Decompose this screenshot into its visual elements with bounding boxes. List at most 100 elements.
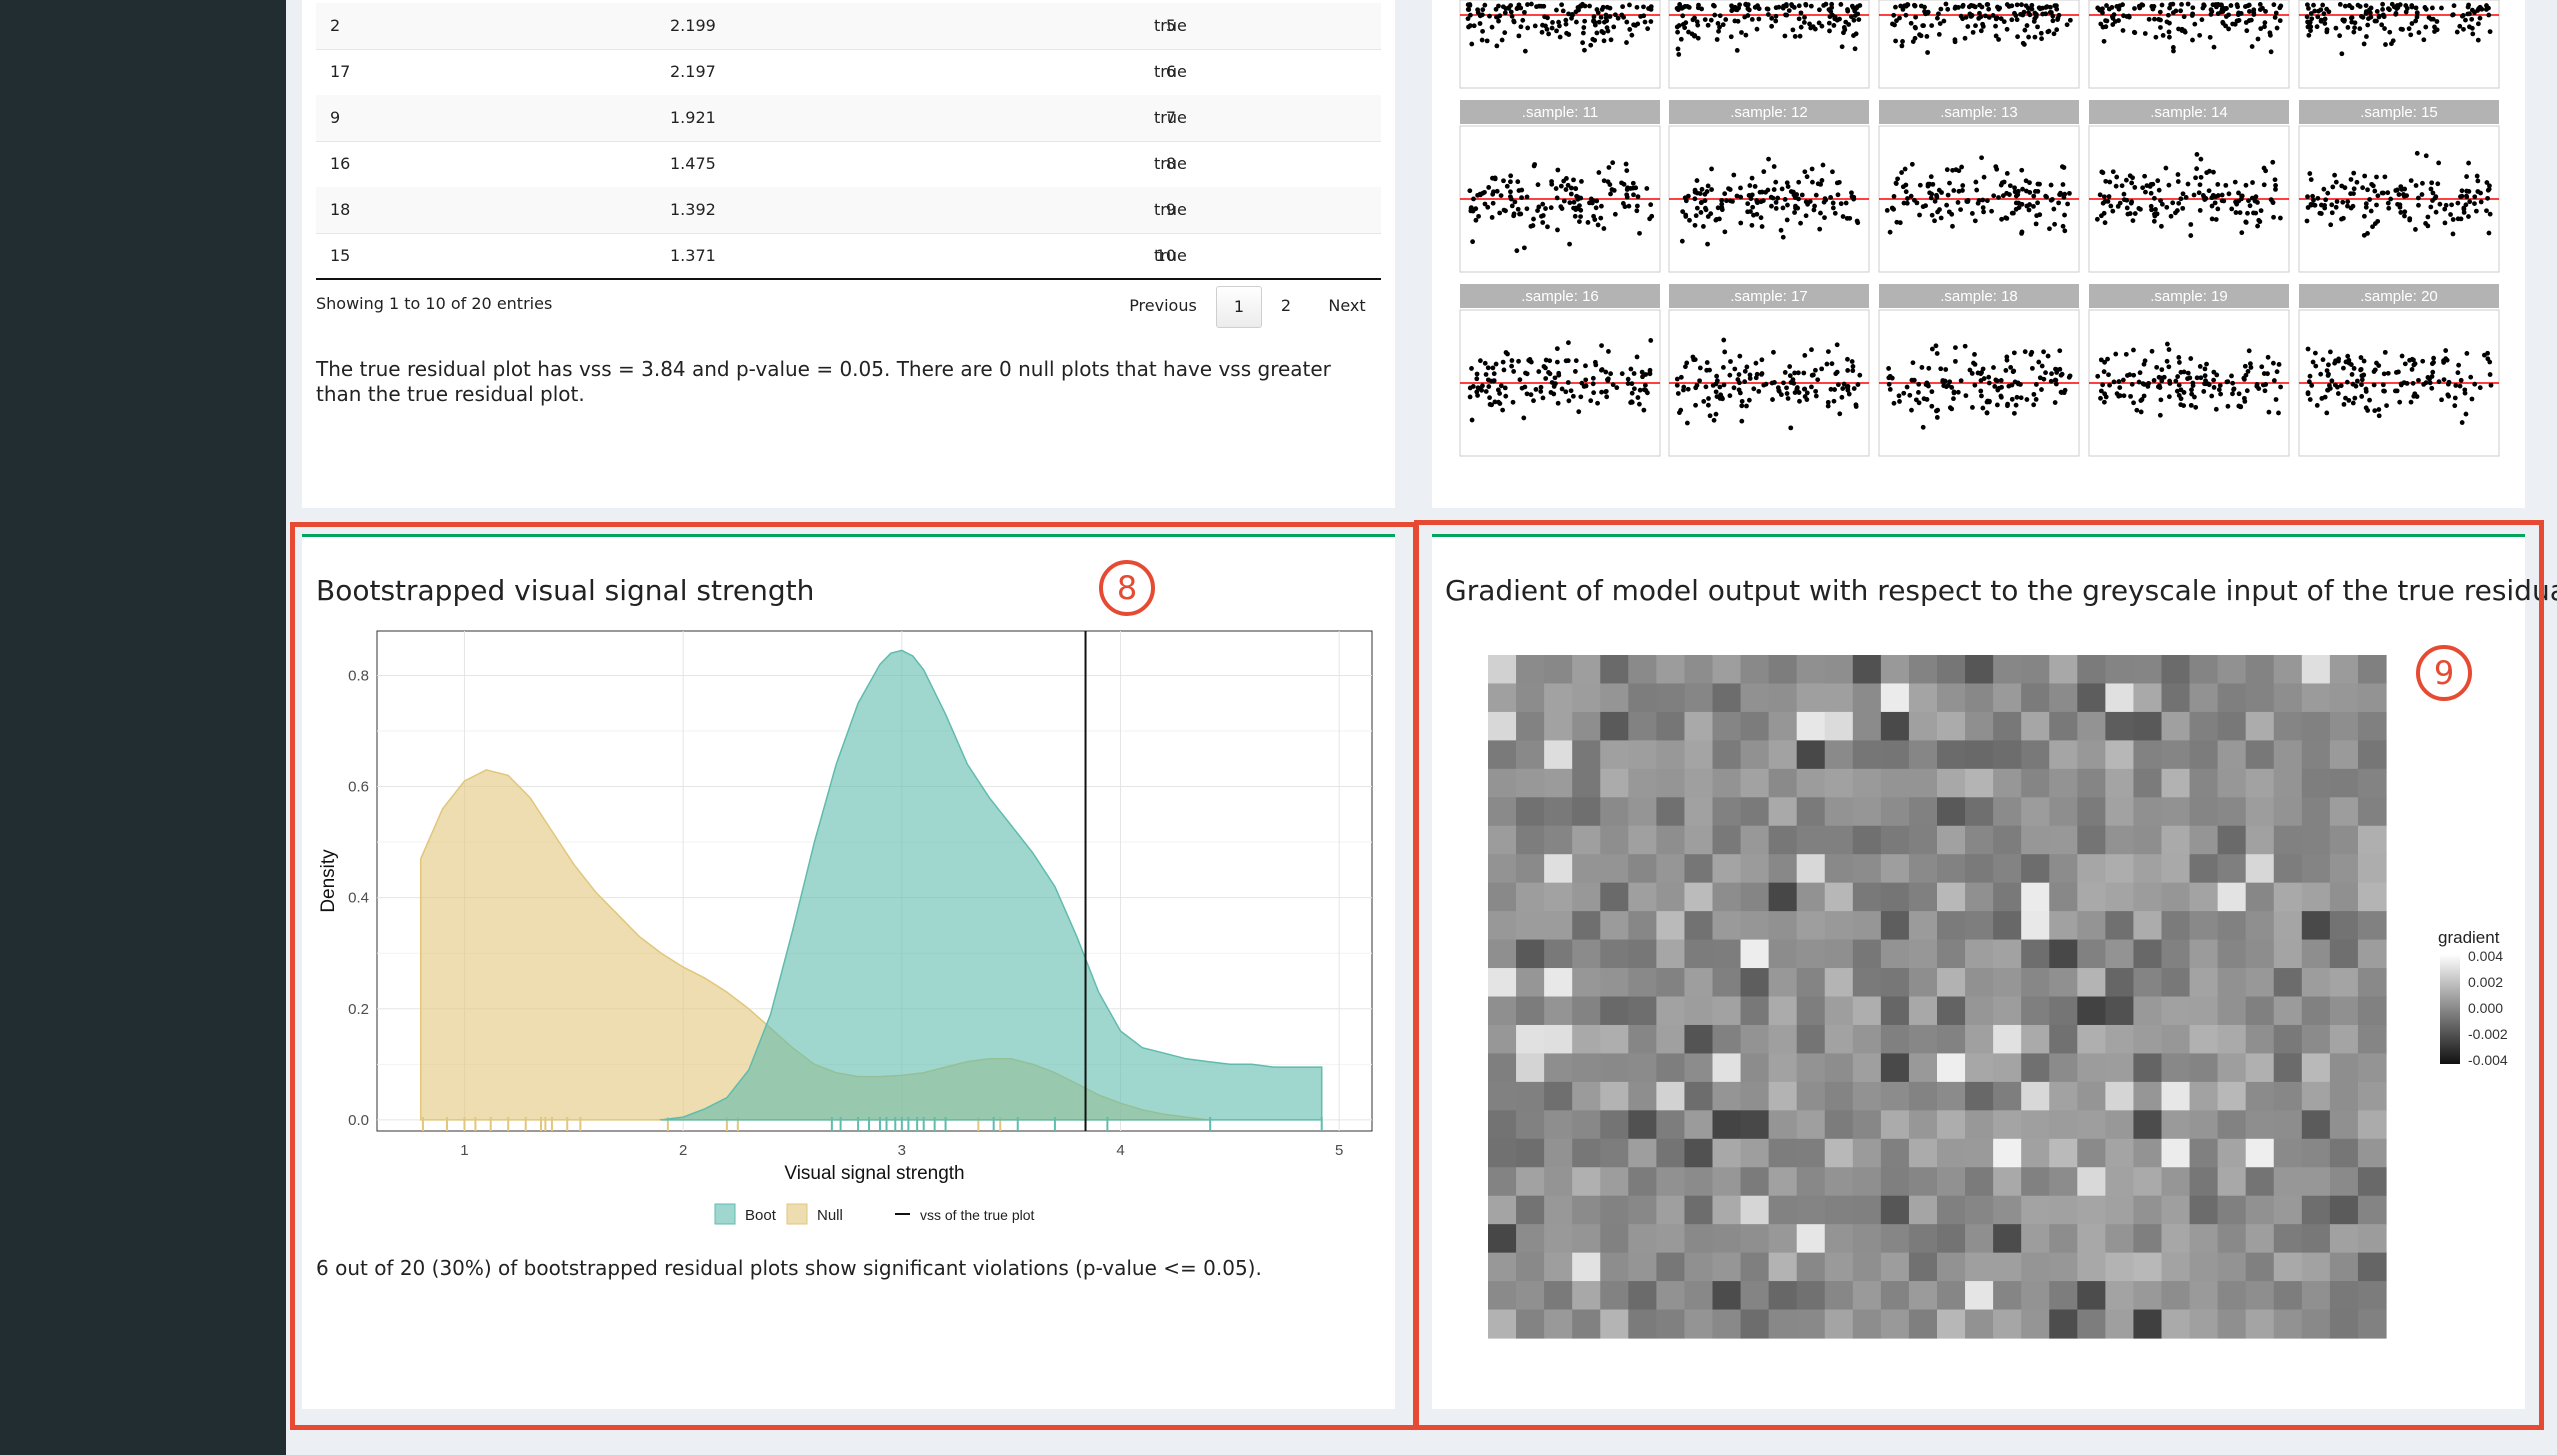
heatmap-cell bbox=[1965, 1309, 1994, 1339]
scatter-point bbox=[1731, 385, 1737, 391]
scatter-point bbox=[2189, 387, 2194, 393]
heatmap-cell bbox=[2329, 911, 2359, 941]
scatter-point bbox=[2033, 189, 2038, 194]
table-cell-sample: 9 bbox=[330, 108, 341, 127]
heatmap-cell bbox=[1656, 996, 1686, 1026]
scatter-point bbox=[1510, 399, 1516, 405]
scatter-point bbox=[2410, 380, 2416, 386]
heatmap-cell bbox=[1740, 711, 1770, 741]
scatter-point bbox=[1981, 174, 1987, 180]
heatmap-cell bbox=[1965, 1110, 1994, 1140]
heatmap-cell bbox=[2021, 1195, 2050, 1225]
scatter-point bbox=[1994, 402, 2000, 408]
scatter-point bbox=[2004, 215, 2010, 221]
scatter-point bbox=[1904, 200, 1910, 206]
heatmap-cell bbox=[1628, 996, 1657, 1026]
scatter-point bbox=[1910, 39, 1916, 44]
heatmap-cell bbox=[1572, 797, 1601, 827]
scatter-point bbox=[1965, 24, 1971, 29]
scatter-point bbox=[1983, 13, 1988, 19]
heatmap-cell bbox=[1740, 825, 1770, 855]
scatter-point bbox=[1808, 3, 1814, 9]
heatmap-cell bbox=[2245, 1053, 2275, 1083]
scatter-point bbox=[2367, 397, 2372, 403]
heatmap-cell bbox=[2329, 882, 2359, 912]
scatter-point bbox=[1559, 2, 1565, 8]
scatter-point bbox=[2104, 3, 2109, 8]
scatter-point bbox=[1497, 210, 1503, 216]
heatmap-cell bbox=[2161, 711, 2191, 741]
heatmap-cell bbox=[1740, 1195, 1770, 1225]
scatter-point bbox=[2423, 380, 2429, 386]
heatmap-cell bbox=[1712, 797, 1742, 827]
scatter-point bbox=[2173, 210, 2178, 216]
heatmap-cell bbox=[1768, 1138, 1798, 1168]
scatter-point bbox=[2251, 210, 2256, 216]
scatter-point bbox=[2246, 9, 2252, 14]
scatter-point bbox=[1819, 178, 1825, 183]
scatter-point bbox=[1563, 358, 1569, 364]
facet-strip-label: .sample: 17 bbox=[1730, 288, 1808, 305]
scatter-point bbox=[2058, 190, 2063, 196]
scatter-point bbox=[2467, 24, 2472, 30]
scatter-point bbox=[2459, 188, 2465, 194]
heatmap-cell bbox=[2133, 711, 2163, 741]
scatter-point bbox=[1928, 174, 1934, 180]
heatmap-cell bbox=[2301, 968, 2331, 998]
heatmap-cell bbox=[2301, 1110, 2331, 1140]
heatmap-cell bbox=[1768, 1224, 1798, 1254]
scatter-point bbox=[1468, 208, 1474, 214]
heatmap-cell bbox=[1516, 1138, 1545, 1168]
heatmap-cell bbox=[1488, 711, 1517, 741]
scatter-point bbox=[1504, 183, 1510, 189]
scatter-point bbox=[1554, 28, 1559, 34]
scatter-point bbox=[1581, 25, 1587, 30]
heatmap-cell bbox=[1544, 911, 1573, 941]
scatter-point bbox=[1886, 381, 1892, 387]
scatter-point bbox=[1680, 209, 1686, 215]
heatmap-cell bbox=[2357, 854, 2387, 884]
scatter-point bbox=[2165, 12, 2171, 18]
heatmap-cell bbox=[1600, 1252, 1629, 1282]
scatter-point bbox=[2190, 11, 2196, 17]
heatmap-cell bbox=[2357, 1081, 2387, 1111]
heatmap-cell bbox=[2161, 1138, 2191, 1168]
scatter-point bbox=[2022, 27, 2028, 33]
scatter-point bbox=[1991, 193, 1997, 199]
heatmap-cell bbox=[2245, 1081, 2275, 1111]
scatter-point bbox=[2116, 393, 2122, 399]
scatter-point bbox=[1812, 203, 1817, 209]
scatter-point bbox=[2256, 217, 2262, 223]
heatmap-cell bbox=[1824, 882, 1854, 912]
scatter-point bbox=[1796, 16, 1802, 22]
scatter-point bbox=[1600, 4, 1606, 10]
scatter-point bbox=[1699, 186, 1705, 192]
heatmap-cell bbox=[2021, 797, 2050, 827]
scatter-point bbox=[2442, 206, 2448, 212]
scatter-point bbox=[1642, 382, 1648, 388]
scatter-point bbox=[2271, 214, 2276, 220]
scatter-point bbox=[1778, 227, 1784, 233]
heatmap-cell bbox=[1852, 1081, 1882, 1111]
previous-button[interactable]: Previous bbox=[1129, 296, 1197, 315]
heatmap-cell bbox=[2021, 1309, 2050, 1339]
scatter-point bbox=[2158, 397, 2164, 403]
facet-strip-label: .sample: 18 bbox=[1940, 288, 2018, 305]
next-button[interactable]: Next bbox=[1328, 296, 1366, 315]
table-cell-sample: 18 bbox=[330, 200, 351, 219]
scatter-point bbox=[1692, 196, 1698, 202]
heatmap-cell bbox=[1880, 825, 1910, 855]
scatter-point bbox=[2312, 8, 2318, 14]
scatter-point bbox=[1697, 191, 1703, 196]
page-2-button[interactable]: 2 bbox=[1280, 296, 1292, 315]
scatter-point bbox=[1608, 37, 1614, 43]
scatter-point bbox=[1950, 223, 1955, 229]
scatter-point bbox=[2327, 386, 2333, 391]
facet-strip-label: .sample: 13 bbox=[1940, 104, 2018, 121]
page-1-button[interactable]: 1 bbox=[1216, 286, 1262, 328]
scatter-point bbox=[1701, 224, 1706, 229]
heatmap-cell bbox=[1965, 768, 1994, 798]
heatmap-cell bbox=[1488, 683, 1517, 713]
scatter-point bbox=[1929, 212, 1935, 218]
heatmap-cell bbox=[1768, 1309, 1798, 1339]
